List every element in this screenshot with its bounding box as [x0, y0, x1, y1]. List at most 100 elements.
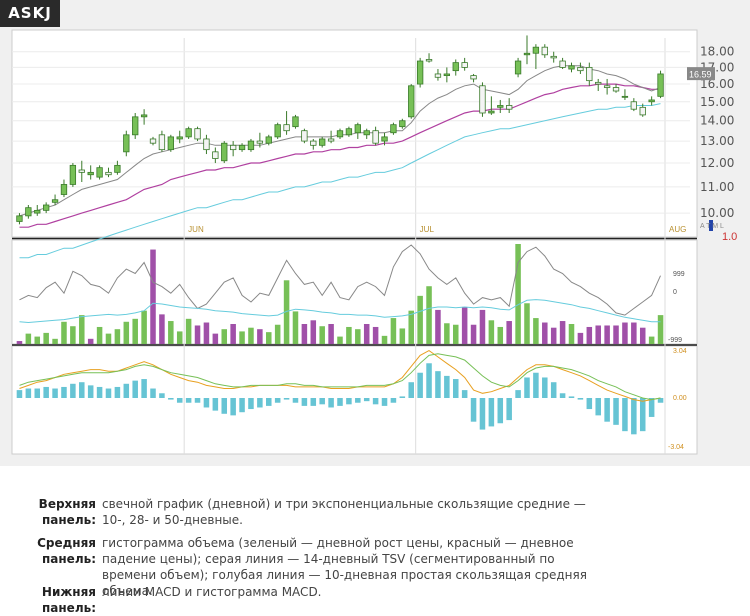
volume-ma-line — [19, 299, 661, 324]
candle-body — [292, 116, 299, 128]
macd-histogram-bar — [319, 398, 325, 405]
legend-label-bottom: Нижняя панель: — [41, 585, 96, 615]
volume-bar — [16, 341, 23, 344]
candle-body — [203, 138, 210, 151]
candle-body — [372, 130, 379, 144]
candle-body — [416, 60, 424, 85]
volume-bar — [61, 321, 67, 344]
volume-bar — [239, 331, 245, 344]
macd-histogram-bar — [452, 379, 459, 398]
volume-bar — [506, 321, 512, 344]
volume-bar — [114, 329, 121, 344]
volume-bar — [550, 327, 557, 344]
volume-bar — [568, 324, 575, 344]
macd-histogram-bar — [622, 398, 628, 432]
macd-histogram-bar — [141, 379, 147, 398]
volume-bar — [363, 324, 370, 344]
candle-body — [648, 99, 655, 103]
volume-bar — [25, 333, 32, 344]
month-label: JUL — [420, 225, 435, 234]
candle-body — [301, 130, 308, 142]
volume-bar — [150, 249, 156, 344]
volume-bar — [355, 329, 361, 344]
volume-bar — [43, 332, 49, 344]
candle-body — [390, 124, 397, 134]
candle-body — [425, 59, 433, 62]
volume-bar — [132, 318, 138, 344]
macd-histogram-bar — [105, 388, 112, 398]
candle-body — [185, 128, 192, 138]
volume-bar — [212, 333, 219, 344]
candle-body — [123, 134, 130, 153]
macd-histogram-bar — [96, 386, 103, 398]
legend-label-middle: Средняя панель: — [37, 536, 96, 566]
price-tick-label: 16.00 — [700, 77, 734, 91]
macd-histogram-bar — [257, 398, 263, 408]
volume-bar — [79, 315, 85, 344]
macd-histogram-bar — [114, 386, 121, 398]
macd-histogram-bar — [533, 372, 539, 398]
legend-label-top: Верхняя панель: — [38, 497, 96, 527]
candle-body — [140, 114, 148, 118]
candle-body — [25, 207, 32, 217]
macd-histogram-bar — [363, 398, 370, 402]
volume-axis-label: -999 — [668, 337, 682, 344]
macd-axis-label: 3.04 — [673, 348, 687, 355]
chart-frame: JUN JUL AUG 10.00 11.00 12.00 13.00 14.00 15.00 1… — [0, 0, 750, 466]
month-label: AUG — [669, 225, 686, 234]
macd-histogram-bar — [542, 377, 548, 398]
volume-bar — [604, 325, 610, 344]
volume-bar — [542, 322, 548, 344]
macd-histogram-bar — [239, 398, 245, 413]
macd-histogram-bar — [310, 398, 317, 406]
macd-histogram-bar — [43, 386, 49, 398]
macd-histogram-bar — [524, 377, 530, 398]
volume-bar — [257, 329, 263, 344]
price-tick-label: 12.00 — [700, 156, 734, 170]
volume-bar — [435, 309, 441, 344]
candle-body — [221, 142, 228, 162]
volume-bar — [70, 326, 76, 344]
candle-body — [212, 151, 219, 159]
candle-body — [488, 110, 495, 114]
macd-histogram-bar — [274, 398, 281, 403]
macd-histogram-bar — [595, 398, 601, 416]
macd-histogram-bar — [479, 398, 486, 430]
candle-body — [523, 52, 531, 56]
volume-bar — [497, 326, 504, 344]
volume-bar — [301, 324, 308, 344]
macd-panel — [11, 345, 698, 455]
volume-bar — [194, 325, 201, 344]
volume-bar — [87, 338, 94, 344]
macd-histogram-bar — [550, 382, 557, 398]
candle-body — [319, 138, 326, 146]
legend-text-top: свечной график (дневной) и три экспоненц… — [102, 497, 586, 527]
macd-histogram-bar — [470, 398, 477, 422]
candle-body — [514, 60, 522, 75]
candle-body — [310, 140, 317, 146]
volume-bar — [185, 318, 192, 344]
macd-histogram-bar — [381, 398, 388, 406]
macd-histogram-bar — [34, 388, 41, 398]
volume-bar — [417, 295, 423, 344]
macd-histogram-bar — [185, 398, 192, 403]
macd-histogram-bar — [515, 390, 521, 398]
volume-bar — [381, 335, 388, 344]
macd-histogram-bar — [328, 398, 334, 408]
candle-body — [354, 124, 361, 134]
legend-row-top: Верхняя панель: свечной график (дневной)… — [0, 496, 640, 530]
macd-histogram-bar — [79, 382, 85, 398]
price-tick-label: 11.00 — [700, 180, 734, 194]
ticker-badge: ASKJ — [0, 0, 60, 27]
candle-body — [621, 95, 629, 98]
last-price-label: 16.59 — [689, 70, 712, 80]
macd-histogram-bar — [648, 398, 655, 417]
macd-histogram-bar — [16, 390, 23, 398]
macd-histogram-bar — [61, 386, 67, 398]
volume-bar — [248, 327, 254, 344]
macd-histogram-bar — [372, 398, 379, 405]
candle-body — [612, 87, 620, 92]
volume-bar — [524, 303, 530, 344]
legend-text-middle: гистограмма объема (зеленый — дневной ро… — [102, 536, 587, 598]
macd-histogram-bar — [87, 385, 94, 398]
